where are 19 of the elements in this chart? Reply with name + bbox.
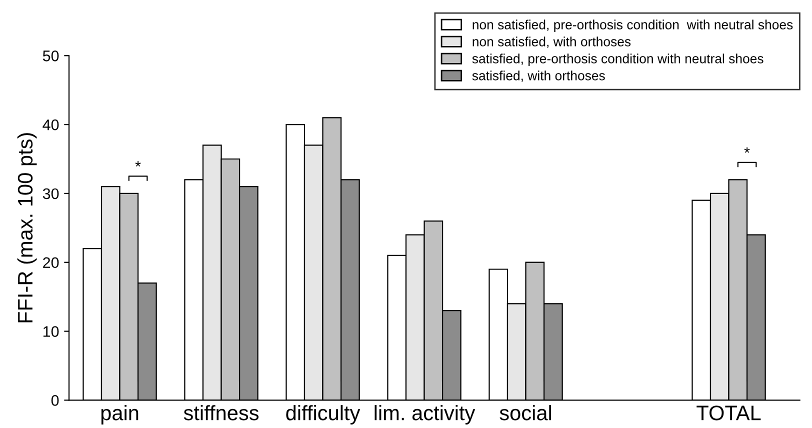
annotation: * bbox=[744, 147, 750, 153]
x-tick-label: lim. activity bbox=[374, 405, 476, 424]
y-tick-label: 40 bbox=[42, 119, 59, 130]
y-tick-label: 20 bbox=[43, 257, 59, 268]
y-tick-label: 50 bbox=[42, 50, 59, 62]
x-tick-label: TOTAL bbox=[696, 406, 761, 420]
y-tick-label: 0 bbox=[51, 395, 59, 406]
x-tick-label: pain bbox=[101, 405, 138, 424]
annotation: * bbox=[135, 161, 141, 167]
y-tick-label: 30 bbox=[42, 188, 59, 200]
legend-label: non satisfied, with orthoses bbox=[472, 36, 631, 48]
legend-label: satisfied, pre-orthosis condition with neutral shoes bbox=[472, 54, 764, 66]
x-tick-label: stiffness bbox=[184, 405, 259, 420]
x-tick-label: difficulty bbox=[286, 405, 360, 424]
y-tick-label: 10 bbox=[43, 326, 59, 337]
y-axis-title: FFI-R (max. 100 pts) bbox=[17, 133, 37, 322]
legend-label: non satisfied, pre-orthosis condition with neutral shoes bbox=[472, 20, 793, 32]
legend-label: satisfied, with orthoses bbox=[472, 70, 605, 82]
x-tick-label: social bbox=[500, 405, 552, 420]
